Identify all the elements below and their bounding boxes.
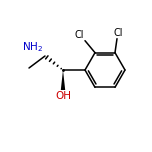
Text: OH: OH — [55, 91, 71, 101]
Text: NH$_2$: NH$_2$ — [22, 40, 43, 54]
Text: Cl: Cl — [74, 30, 84, 40]
Text: Cl: Cl — [113, 28, 123, 38]
Polygon shape — [61, 70, 65, 90]
